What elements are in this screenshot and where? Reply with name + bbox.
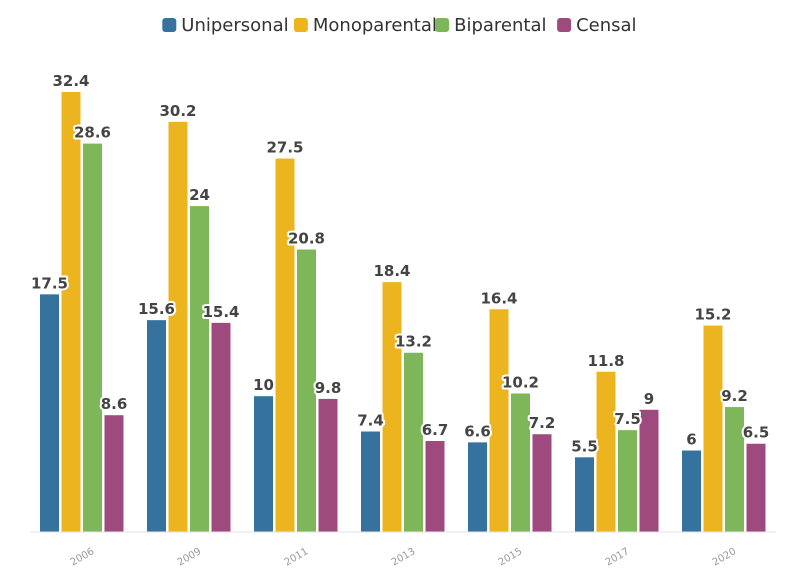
bar-censal-2009	[211, 322, 231, 532]
bar-biparental-2020	[725, 407, 744, 532]
data-label-biparental-2006: 28.6	[74, 124, 111, 142]
bar-censal-2006	[104, 415, 124, 532]
data-label-censal-2020: 6.5	[743, 424, 770, 442]
bar-marks	[40, 92, 766, 533]
bar-unipersonal-2020	[682, 450, 701, 532]
x-tick-label-2013: 2013	[390, 546, 418, 568]
data-label-monoparental-2015: 16.4	[480, 289, 517, 307]
data-label-monoparental-2013: 18.4	[373, 262, 410, 280]
bar-biparental-2006	[83, 143, 102, 533]
bar-monoparental-2013	[382, 282, 402, 532]
bar-biparental-2015	[511, 393, 530, 532]
legend-swatch-monoparental	[293, 18, 308, 32]
legend-label-unipersonal: Unipersonal	[181, 15, 288, 36]
legend-swatch-unipersonal	[162, 18, 177, 32]
legend-item-censal[interactable]: Censal	[557, 15, 637, 36]
chart-legend: Unipersonal Monoparental Biparental Censal	[162, 15, 637, 36]
legend-swatch-censal	[557, 18, 572, 32]
data-label-monoparental-2017: 11.8	[587, 352, 624, 370]
bar-censal-2020	[746, 443, 766, 532]
data-label-unipersonal-2017: 5.5	[571, 437, 598, 455]
legend-label-censal: Censal	[576, 15, 636, 36]
data-label-censal-2009: 15.4	[202, 303, 239, 321]
bar-censal-2015	[532, 434, 552, 532]
data-label-monoparental-2009: 30.2	[159, 102, 196, 120]
bar-unipersonal-2013	[361, 431, 380, 532]
bar-monoparental-2017	[596, 371, 616, 532]
legend-item-biparental[interactable]: Biparental	[435, 15, 546, 36]
bar-monoparental-2011	[275, 158, 295, 532]
data-label-unipersonal-2011: 10	[253, 376, 274, 394]
x-tick-label-2020: 2020	[711, 546, 739, 568]
data-label-unipersonal-2020: 6	[686, 431, 696, 449]
legend-label-monoparental: Monoparental	[313, 15, 437, 36]
bar-biparental-2011	[297, 249, 316, 532]
data-label-censal-2011: 9.8	[315, 379, 342, 397]
bar-unipersonal-2009	[147, 320, 166, 532]
data-label-biparental-2011: 20.8	[288, 230, 325, 248]
legend-item-monoparental[interactable]: Monoparental	[293, 15, 437, 36]
bar-monoparental-2015	[489, 309, 509, 532]
x-tick-label-2009: 2009	[176, 546, 204, 568]
data-label-censal-2017: 9	[644, 390, 654, 408]
bar-unipersonal-2011	[254, 396, 273, 532]
bar-monoparental-2006	[61, 92, 81, 532]
bar-monoparental-2020	[703, 325, 723, 532]
bar-biparental-2013	[404, 352, 423, 532]
data-label-unipersonal-2009: 15.6	[138, 300, 175, 318]
bar-unipersonal-2006	[40, 294, 59, 532]
legend-label-biparental: Biparental	[454, 15, 546, 36]
data-label-biparental-2017: 7.5	[614, 410, 641, 428]
legend-swatch-biparental	[435, 18, 450, 32]
bar-biparental-2009	[190, 206, 209, 532]
data-label-unipersonal-2015: 6.6	[464, 422, 491, 440]
x-tick-label-2006: 2006	[69, 546, 97, 568]
bar-monoparental-2009	[168, 121, 188, 533]
bar-censal-2011	[318, 398, 338, 532]
data-label-biparental-2009: 24	[189, 186, 210, 204]
bar-unipersonal-2017	[575, 457, 594, 532]
data-label-unipersonal-2013: 7.4	[357, 412, 384, 430]
data-label-biparental-2020: 9.2	[721, 387, 748, 405]
bar-censal-2013	[425, 441, 445, 532]
data-label-censal-2013: 6.7	[422, 421, 449, 439]
bar-unipersonal-2015	[468, 442, 487, 532]
x-tick-label-2017: 2017	[604, 546, 632, 568]
x-tick-label-2015: 2015	[497, 546, 525, 568]
data-label-censal-2015: 7.2	[529, 414, 556, 432]
data-label-biparental-2013: 13.2	[395, 333, 432, 351]
x-tick-label-2011: 2011	[283, 546, 311, 568]
legend-item-unipersonal[interactable]: Unipersonal	[162, 15, 289, 36]
data-label-biparental-2015: 10.2	[502, 373, 539, 391]
data-label-censal-2006: 8.6	[101, 395, 128, 413]
bar-censal-2017	[639, 409, 659, 532]
data-labels: 17.5 32.4 28.6 8.6 15.6 30.2 24 15.4 10 27.5 20.8 9…	[29, 70, 771, 457]
bar-biparental-2017	[618, 430, 637, 532]
data-label-monoparental-2011: 27.5	[266, 139, 303, 157]
data-label-monoparental-2020: 15.2	[694, 306, 731, 324]
data-label-monoparental-2006: 32.4	[52, 72, 89, 90]
data-label-unipersonal-2006: 17.5	[31, 274, 68, 292]
x-axis-ticks: 2006 2009 2011 2013 2015 2017 2020	[69, 546, 739, 568]
